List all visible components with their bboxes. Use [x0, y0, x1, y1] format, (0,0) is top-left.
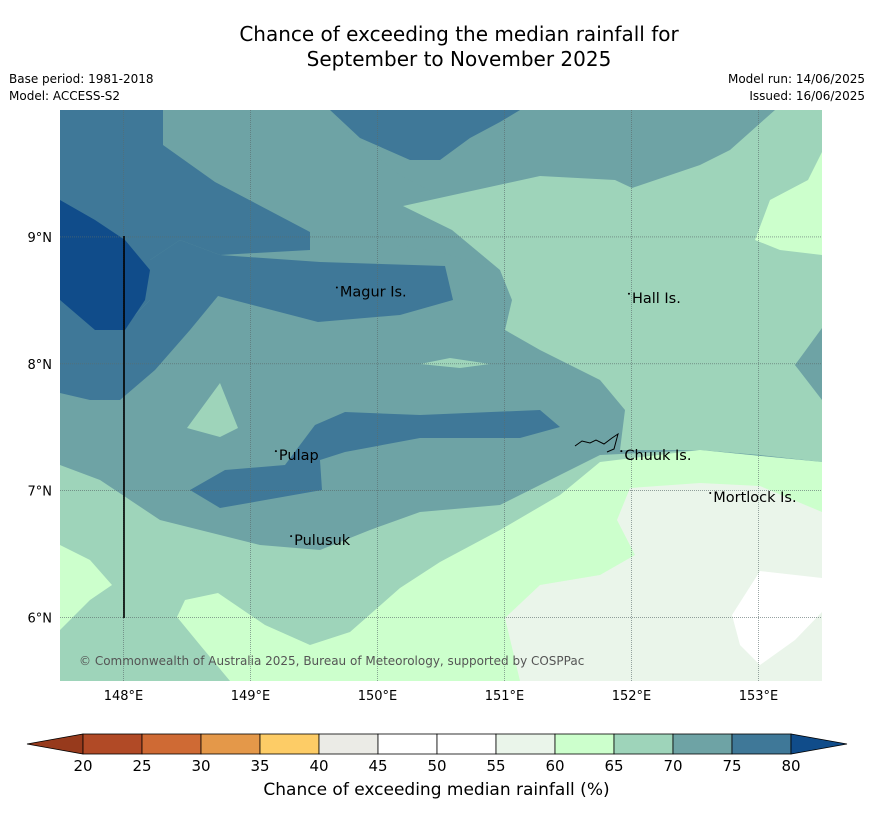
place-marker	[627, 292, 630, 295]
place-label: Chuuk Is.	[624, 448, 691, 464]
colorbar-segment	[613, 733, 674, 755]
place-label: Pulap	[279, 448, 319, 464]
colorbar-tick-label: 80	[781, 757, 800, 775]
colorbar-segment	[200, 733, 261, 755]
contour-over-80	[60, 200, 150, 330]
copyright-text: © Commonwealth of Australia 2025, Bureau…	[79, 654, 584, 668]
colorbar-tick-label: 55	[486, 757, 505, 775]
model-run: Model run: 14/06/2025	[727, 72, 865, 86]
colorbar-segment	[554, 733, 615, 755]
x-tick-label: 151°E	[485, 689, 525, 704]
base-period: Base period: 1981-2018	[9, 72, 154, 86]
place-marker	[620, 450, 623, 453]
colorbar-tick-label: 25	[132, 757, 151, 775]
contour-fields	[60, 110, 822, 681]
colorbar: 20 25 30 35 40 45 50 55 60 65 70 75 80	[26, 733, 848, 775]
colorbar-tick-label: 60	[545, 757, 564, 775]
contour-65-70-sliver	[420, 358, 490, 368]
island-outlines	[574, 432, 619, 453]
x-tick-labels: 148°E 149°E 150°E 151°E 152°E 153°E	[104, 689, 779, 704]
place-label: Magur Is.	[340, 284, 407, 300]
colorbar-segment	[731, 733, 792, 755]
place-marker	[335, 286, 338, 289]
contour-65-70-patch	[187, 383, 238, 437]
contour-75-80-band	[60, 240, 453, 400]
colorbar-tick-label: 35	[250, 757, 269, 775]
colorbar-tick-label: 20	[73, 757, 92, 775]
colorbar-segment	[318, 733, 379, 755]
grid-lines	[60, 110, 822, 681]
colorbar-over-arrow	[790, 733, 848, 755]
y-tick-label: 8°N	[28, 358, 53, 373]
colorbar-label: Chance of exceeding median rainfall (%)	[263, 780, 610, 800]
colorbar-segment	[377, 733, 438, 755]
place-marker	[290, 535, 293, 538]
colorbar-tick-label: 75	[722, 757, 741, 775]
y-tick-label: 7°N	[28, 485, 53, 500]
issued-date: Issued: 16/06/2025	[749, 89, 865, 103]
place-label: Hall Is.	[632, 291, 681, 307]
place-marker	[274, 450, 277, 453]
contour-60-65-west	[60, 545, 112, 630]
contour-60-65-northeast	[755, 152, 822, 255]
contour-45-55	[732, 571, 822, 665]
contour-75-80-central	[190, 410, 560, 508]
colorbar-segment	[495, 733, 556, 755]
contour-70-75-east	[795, 328, 822, 398]
x-tick-label: 149°E	[231, 689, 271, 704]
colorbar-segment	[672, 733, 733, 755]
colorbar-tick-label: 40	[309, 757, 328, 775]
colorbar-segment	[82, 733, 143, 755]
title-line-2: September to November 2025	[306, 47, 612, 71]
x-tick-label: 153°E	[739, 689, 779, 704]
x-tick-label: 152°E	[612, 689, 652, 704]
y-tick-label: 9°N	[28, 231, 53, 246]
chuuk-outline	[574, 432, 619, 453]
colorbar-segment	[259, 733, 320, 755]
colorbar-tick-label: 50	[427, 757, 446, 775]
colorbar-tick-label: 65	[604, 757, 623, 775]
model-name: Model: ACCESS-S2	[9, 89, 121, 103]
place-label: Pulusuk	[294, 533, 351, 549]
x-tick-label: 150°E	[358, 689, 398, 704]
colorbar-under-arrow	[26, 733, 84, 755]
contour-65-70-east	[403, 110, 822, 462]
title-line-1: Chance of exceeding the median rainfall …	[239, 22, 679, 46]
y-tick-label: 6°N	[28, 612, 53, 627]
contour-70-75-north	[163, 110, 505, 270]
place-label: Mortlock Is.	[713, 490, 796, 506]
x-tick-label: 148°E	[104, 689, 144, 704]
colorbar-tick-label: 45	[368, 757, 387, 775]
colorbar-tick-label: 70	[663, 757, 682, 775]
meta-left: Base period: 1981-2018 Model: ACCESS-S2	[9, 71, 154, 105]
place-marker	[709, 492, 712, 495]
meta-right: Model run: 14/06/2025 Issued: 16/06/2025	[728, 71, 865, 105]
y-tick-labels: 6°N 7°N 8°N 9°N	[28, 231, 53, 627]
colorbar-segment	[141, 733, 202, 755]
colorbar-segment	[436, 733, 497, 755]
chart-title: Chance of exceeding the median rainfall …	[0, 22, 873, 72]
place-labels: Magur Is. Hall Is. Pulap Chuuk Is. Mortlock …	[274, 284, 797, 549]
colorbar-tick-label: 30	[191, 757, 210, 775]
